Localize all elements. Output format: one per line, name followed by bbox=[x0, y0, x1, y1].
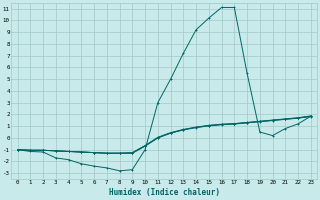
X-axis label: Humidex (Indice chaleur): Humidex (Indice chaleur) bbox=[109, 188, 220, 197]
